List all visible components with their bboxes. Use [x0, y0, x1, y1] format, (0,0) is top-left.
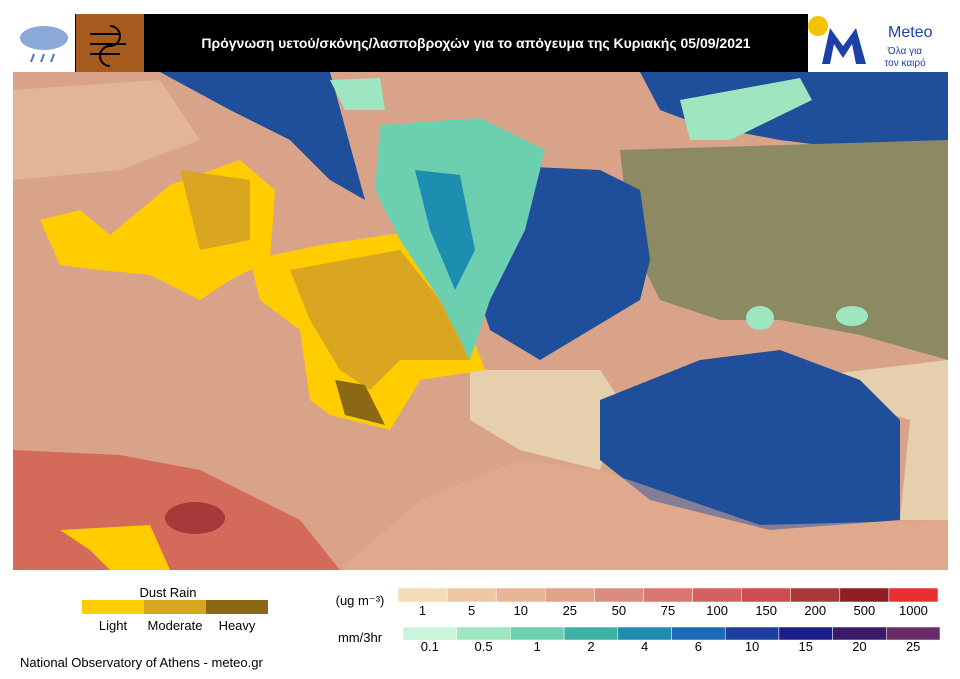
dust-rain-light	[60, 525, 170, 570]
logo-tagline: τον καιρό	[884, 57, 926, 69]
scale-label: 5	[468, 603, 475, 618]
scale-swatch	[545, 587, 595, 603]
sea	[600, 350, 900, 530]
dust-unit: (ug m⁻³)	[336, 593, 385, 608]
dust-field	[13, 460, 948, 570]
scale-label: 2	[587, 639, 594, 654]
dust-rain-moderate	[290, 250, 470, 390]
scale-label: 10	[513, 603, 527, 618]
map	[13, 72, 948, 570]
scale-label: 15	[799, 639, 813, 654]
scale-label: 75	[661, 603, 675, 618]
legend-swatch	[82, 600, 144, 614]
scale-label: 100	[706, 603, 728, 618]
scale-label: 0.1	[421, 639, 439, 654]
scale-label: 25	[906, 639, 920, 654]
scale-label: 4	[641, 639, 648, 654]
footer: National Observatory of Athens - meteo.g…	[20, 655, 263, 670]
precip-unit: mm/3hr	[338, 630, 383, 645]
rain-icon	[20, 26, 68, 50]
logo-tagline: Όλα για	[887, 46, 922, 57]
scale-label: 1	[419, 603, 426, 618]
scale-label: 25	[563, 603, 577, 618]
precipitation	[330, 78, 385, 110]
scale-label: 500	[854, 603, 876, 618]
scale-swatch	[495, 587, 546, 603]
scale-label: 6	[695, 639, 702, 654]
scale-swatch	[741, 587, 791, 603]
legend-label: Heavy	[219, 618, 256, 633]
rain-drops	[30, 53, 55, 63]
dust-light	[13, 80, 200, 180]
sea	[160, 72, 365, 200]
precipitation	[680, 78, 812, 140]
scale-label: 1	[534, 639, 541, 654]
precipitation	[746, 306, 774, 330]
scale-swatch	[886, 626, 941, 641]
legend-swatch	[206, 600, 268, 614]
header-bar	[13, 14, 948, 72]
precipitation-heavy	[415, 170, 475, 290]
sea	[640, 72, 948, 150]
legend-title: Dust Rain	[139, 585, 196, 600]
scale-label: 200	[804, 603, 826, 618]
scale-label: 20	[852, 639, 866, 654]
title: Πρόγνωση υετού/σκόνης/λασποβροχών για το…	[201, 35, 750, 51]
scale-swatch	[643, 587, 693, 603]
dust-icon	[90, 25, 126, 67]
scale-swatch	[888, 587, 939, 603]
dust-rain-moderate	[180, 170, 250, 250]
dust-light	[780, 360, 948, 520]
scale-label: 10	[745, 639, 759, 654]
scale-label: 1000	[899, 603, 928, 618]
precipitation	[836, 306, 868, 326]
dust-rain-heavy	[335, 380, 385, 425]
header: Πρόγνωση υετού/σκόνης/λασποβροχών για το…	[13, 14, 948, 72]
scale-swatch	[790, 587, 841, 603]
legend-label: Light	[99, 618, 128, 633]
legend-label: Moderate	[148, 618, 203, 633]
legend-swatch	[144, 600, 206, 614]
land	[620, 140, 948, 360]
scale-swatch	[446, 587, 497, 603]
dust-light	[470, 370, 620, 470]
scale-swatch	[839, 587, 890, 603]
scale-label: 50	[612, 603, 626, 618]
scale-swatch	[397, 587, 448, 603]
scale-label: 0.5	[475, 639, 493, 654]
logo-name: Meteo	[888, 24, 933, 41]
scale-swatch	[594, 587, 644, 603]
dust-peak	[165, 502, 225, 534]
scale-label: 150	[755, 603, 777, 618]
logo-mark	[822, 28, 866, 64]
logo-sun	[808, 16, 828, 36]
scale-swatch	[692, 587, 742, 603]
